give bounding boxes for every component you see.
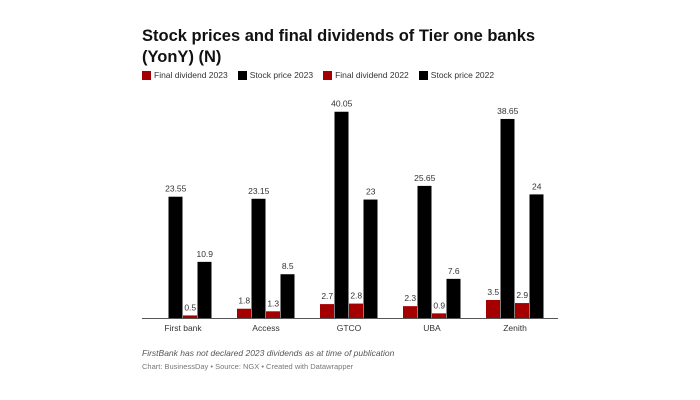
- data-label: 2.8: [350, 291, 362, 301]
- data-label: 1.3: [267, 298, 279, 308]
- legend-item: Final dividend 2023: [142, 70, 228, 80]
- bar: [529, 194, 544, 318]
- data-label: 0.9: [433, 300, 445, 310]
- x-tick-label: First bank: [164, 323, 202, 333]
- chart-credit: Chart: BusinessDay • Source: NGX • Creat…: [142, 362, 354, 371]
- bar: [280, 274, 295, 318]
- bar: [168, 196, 183, 318]
- bar: [237, 308, 251, 318]
- data-label: 2.3: [404, 293, 416, 303]
- bar: [363, 199, 378, 318]
- data-label: 25.65: [414, 173, 436, 183]
- x-tick-label: Zenith: [503, 323, 527, 333]
- bar: [432, 313, 446, 318]
- chart-title: Stock prices and final dividends of Tier…: [142, 27, 536, 66]
- legend-item: Final dividend 2022: [323, 70, 409, 80]
- bar: [266, 311, 280, 318]
- x-tick-label: Access: [252, 323, 279, 333]
- x-tick-label: UBA: [423, 323, 441, 333]
- legend-label: Final dividend 2023: [154, 70, 228, 80]
- data-label: 40.05: [331, 99, 353, 109]
- data-label: 10.9: [196, 249, 213, 259]
- data-label: 2.9: [516, 290, 528, 300]
- data-label: 1.8: [238, 296, 250, 306]
- bar: [417, 185, 432, 318]
- legend: Final dividend 2023 Stock price 2023 Final…: [142, 70, 494, 80]
- data-label: 38.65: [497, 106, 519, 116]
- legend-swatch: [142, 70, 151, 80]
- data-label: 0.5: [184, 302, 196, 312]
- data-label: 23: [366, 187, 376, 197]
- legend-item: Stock price 2022: [418, 70, 495, 80]
- data-label: 7.6: [448, 266, 460, 276]
- bar: [183, 315, 197, 318]
- bar: [446, 278, 461, 318]
- bar: [349, 303, 363, 318]
- bar: [403, 306, 417, 318]
- bar: [515, 303, 529, 318]
- data-label: 8.5: [282, 261, 294, 271]
- x-tick-label: GTCO: [337, 323, 362, 333]
- bar: [500, 118, 515, 318]
- data-label: 24: [532, 181, 542, 191]
- bar: [334, 111, 349, 319]
- bar: [251, 198, 266, 318]
- bar: [320, 304, 334, 318]
- bar: [197, 261, 212, 318]
- legend-swatch: [237, 70, 247, 80]
- bar: [486, 299, 500, 318]
- legend-swatch: [418, 70, 428, 80]
- data-label: 3.5: [487, 287, 499, 297]
- legend-label: Stock price 2022: [430, 70, 495, 80]
- legend-item: Stock price 2023: [237, 70, 314, 80]
- data-label: 23.15: [248, 186, 270, 196]
- legend-label: Final dividend 2022: [335, 70, 409, 80]
- data-label: 23.55: [165, 184, 187, 194]
- chart-note: FirstBank has not declared 2023 dividend…: [142, 348, 395, 358]
- legend-swatch: [323, 70, 333, 80]
- legend-label: Stock price 2023: [249, 70, 314, 80]
- data-label: 2.7: [321, 291, 333, 301]
